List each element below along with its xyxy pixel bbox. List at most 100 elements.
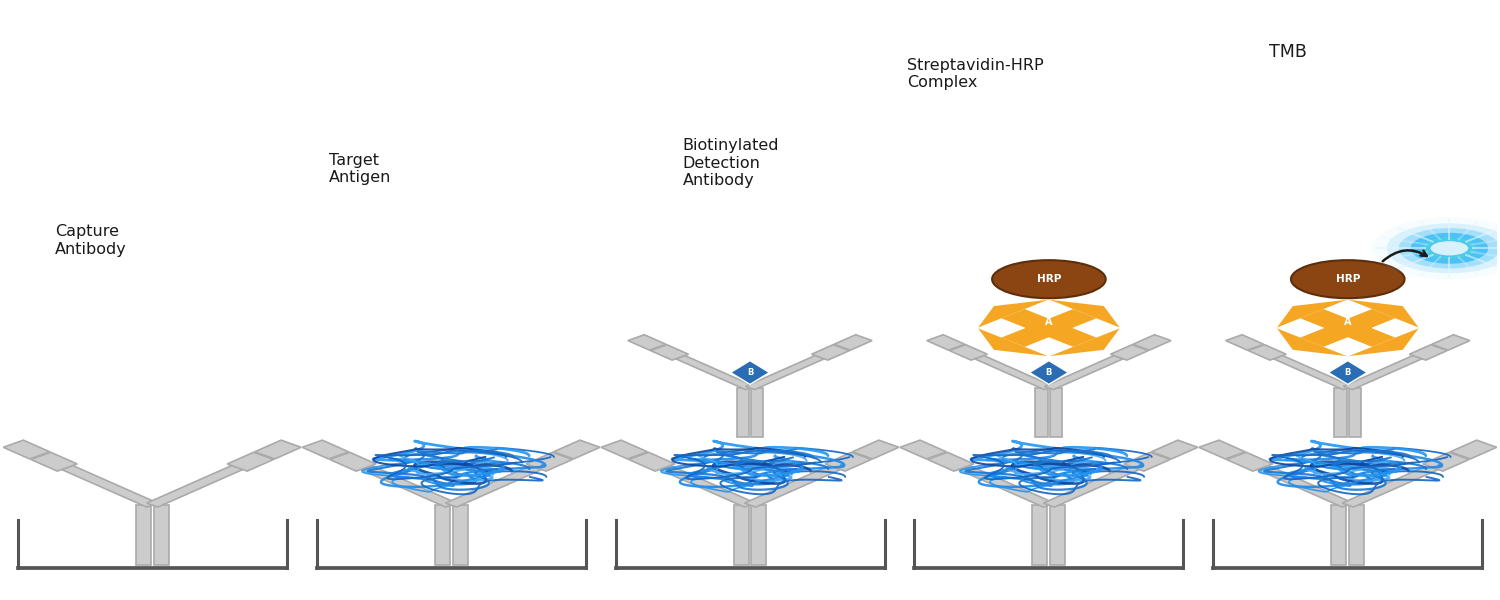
Polygon shape bbox=[660, 466, 756, 507]
Circle shape bbox=[1371, 217, 1500, 279]
Polygon shape bbox=[147, 466, 243, 507]
Bar bbox=[752, 505, 766, 565]
Bar bbox=[734, 505, 748, 565]
Polygon shape bbox=[1274, 356, 1353, 389]
Text: B: B bbox=[747, 368, 753, 377]
Polygon shape bbox=[1410, 344, 1448, 360]
Bar bbox=[1335, 388, 1347, 437]
Polygon shape bbox=[1276, 328, 1347, 356]
Text: Capture
Antibody: Capture Antibody bbox=[56, 224, 128, 257]
Polygon shape bbox=[975, 356, 1053, 389]
Polygon shape bbox=[958, 466, 1054, 507]
Circle shape bbox=[1410, 233, 1488, 264]
Bar bbox=[1348, 388, 1362, 437]
Polygon shape bbox=[628, 452, 675, 471]
Polygon shape bbox=[730, 361, 770, 385]
Polygon shape bbox=[1002, 326, 1052, 347]
Polygon shape bbox=[900, 440, 946, 459]
Polygon shape bbox=[302, 440, 348, 459]
Polygon shape bbox=[852, 440, 898, 459]
Polygon shape bbox=[1226, 335, 1263, 350]
Text: Target
Antigen: Target Antigen bbox=[328, 153, 392, 185]
Bar bbox=[1332, 505, 1347, 565]
Polygon shape bbox=[1227, 452, 1274, 471]
Polygon shape bbox=[1198, 440, 1245, 459]
Polygon shape bbox=[1300, 326, 1352, 347]
Polygon shape bbox=[1276, 300, 1347, 328]
Polygon shape bbox=[1110, 344, 1149, 360]
Bar bbox=[1035, 388, 1047, 437]
Polygon shape bbox=[1152, 440, 1198, 459]
Polygon shape bbox=[834, 335, 872, 350]
Polygon shape bbox=[1248, 344, 1287, 360]
Text: Biotinylated
Detection
Antibody: Biotinylated Detection Antibody bbox=[682, 139, 780, 188]
Polygon shape bbox=[927, 335, 964, 350]
Bar bbox=[136, 505, 150, 565]
Bar bbox=[1050, 388, 1062, 437]
Bar bbox=[1350, 505, 1364, 565]
Bar bbox=[1324, 319, 1371, 337]
Polygon shape bbox=[1044, 466, 1140, 507]
Polygon shape bbox=[1257, 466, 1353, 507]
Circle shape bbox=[1430, 241, 1468, 256]
Polygon shape bbox=[675, 356, 754, 389]
Polygon shape bbox=[1342, 356, 1422, 389]
Polygon shape bbox=[927, 452, 974, 471]
Polygon shape bbox=[651, 344, 688, 360]
Polygon shape bbox=[1342, 466, 1438, 507]
Text: B: B bbox=[1046, 368, 1052, 377]
Polygon shape bbox=[1344, 309, 1395, 329]
Polygon shape bbox=[746, 356, 825, 389]
Polygon shape bbox=[1329, 361, 1366, 385]
Circle shape bbox=[1422, 238, 1476, 259]
Bar bbox=[736, 388, 748, 437]
Polygon shape bbox=[1050, 300, 1119, 328]
Text: B: B bbox=[1344, 368, 1352, 377]
Polygon shape bbox=[602, 440, 648, 459]
Polygon shape bbox=[1132, 335, 1172, 350]
Circle shape bbox=[1386, 223, 1500, 273]
Polygon shape bbox=[32, 452, 76, 471]
Polygon shape bbox=[1348, 300, 1419, 328]
Polygon shape bbox=[628, 335, 666, 350]
Polygon shape bbox=[1450, 440, 1497, 459]
Bar bbox=[1032, 505, 1047, 565]
Polygon shape bbox=[744, 466, 840, 507]
Bar bbox=[1024, 319, 1072, 337]
Bar bbox=[435, 505, 450, 565]
Polygon shape bbox=[1348, 328, 1419, 356]
Polygon shape bbox=[330, 452, 376, 471]
Polygon shape bbox=[1046, 326, 1096, 347]
Polygon shape bbox=[1050, 328, 1119, 356]
Polygon shape bbox=[1124, 452, 1170, 471]
Polygon shape bbox=[526, 452, 573, 471]
Text: TMB: TMB bbox=[1269, 43, 1306, 61]
Polygon shape bbox=[812, 344, 849, 360]
Text: HRP: HRP bbox=[1036, 274, 1060, 284]
Ellipse shape bbox=[992, 260, 1106, 298]
Bar bbox=[752, 388, 764, 437]
Bar bbox=[453, 505, 468, 565]
Polygon shape bbox=[1046, 309, 1096, 329]
Bar bbox=[153, 505, 168, 565]
Polygon shape bbox=[978, 328, 1048, 356]
Polygon shape bbox=[978, 300, 1048, 328]
Polygon shape bbox=[62, 466, 158, 507]
Polygon shape bbox=[554, 440, 600, 459]
Text: A: A bbox=[1046, 317, 1053, 327]
Bar bbox=[1050, 505, 1065, 565]
Polygon shape bbox=[1044, 356, 1124, 389]
Polygon shape bbox=[1344, 326, 1395, 347]
Text: HRP: HRP bbox=[1335, 274, 1360, 284]
Text: Streptavidin-HRP
Complex: Streptavidin-HRP Complex bbox=[908, 58, 1044, 91]
Polygon shape bbox=[255, 440, 302, 459]
Polygon shape bbox=[1002, 309, 1052, 329]
Polygon shape bbox=[446, 466, 542, 507]
Polygon shape bbox=[3, 440, 50, 459]
Polygon shape bbox=[226, 452, 273, 471]
Polygon shape bbox=[1424, 452, 1468, 471]
Polygon shape bbox=[825, 452, 872, 471]
Text: A: A bbox=[1344, 317, 1352, 327]
Polygon shape bbox=[1300, 309, 1352, 329]
Ellipse shape bbox=[1292, 260, 1404, 298]
